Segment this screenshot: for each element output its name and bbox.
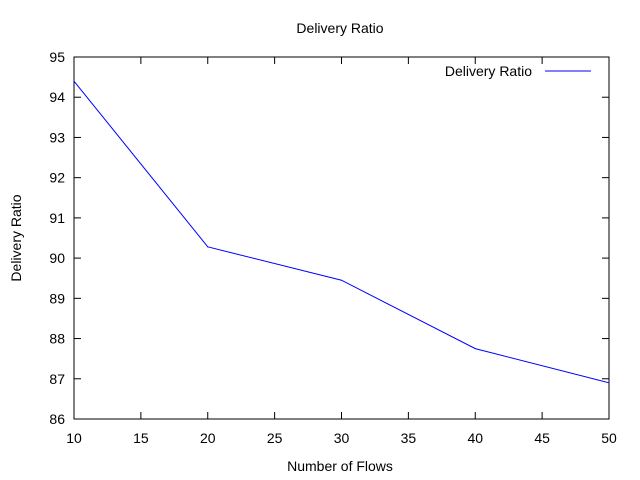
legend: Delivery Ratio	[445, 63, 591, 79]
x-tick-label: 25	[267, 430, 283, 446]
x-tick-label: 20	[200, 430, 216, 446]
y-tick-label: 88	[49, 331, 65, 347]
y-tick-label: 86	[49, 411, 65, 427]
x-tick-label: 30	[334, 430, 350, 446]
data-point	[608, 382, 610, 384]
x-tick-label: 35	[401, 430, 417, 446]
x-tick-label: 50	[601, 430, 617, 446]
legend-entry-label: Delivery Ratio	[445, 63, 532, 79]
data-point	[341, 279, 342, 281]
y-tick-label: 95	[49, 49, 65, 65]
y-axis-label: Delivery Ratio	[8, 194, 24, 281]
y-tick-label: 89	[49, 290, 65, 306]
series-line	[73, 80, 610, 384]
plot-frame	[73, 56, 610, 420]
x-axis-ticks: 10 15 20 25 30 35 40 45 50	[66, 57, 617, 446]
chart-title: Delivery Ratio	[296, 20, 383, 36]
x-axis-label: Number of Flows	[287, 458, 393, 474]
y-tick-label: 87	[49, 371, 65, 387]
data-point	[73, 80, 75, 82]
y-tick-label: 90	[49, 250, 65, 266]
x-tick-label: 45	[534, 430, 550, 446]
x-tick-label: 15	[133, 430, 149, 446]
data-point	[207, 246, 209, 248]
y-tick-label: 94	[49, 89, 65, 105]
x-tick-label: 40	[467, 430, 483, 446]
data-point	[474, 348, 476, 350]
y-tick-label: 92	[49, 170, 65, 186]
series-layer	[73, 80, 610, 384]
y-axis-ticks: 86 87 88 89 90 91 92 93 94 95	[49, 49, 609, 427]
x-tick-label: 10	[66, 430, 82, 446]
y-tick-label: 93	[49, 129, 65, 145]
y-tick-label: 91	[49, 210, 65, 226]
